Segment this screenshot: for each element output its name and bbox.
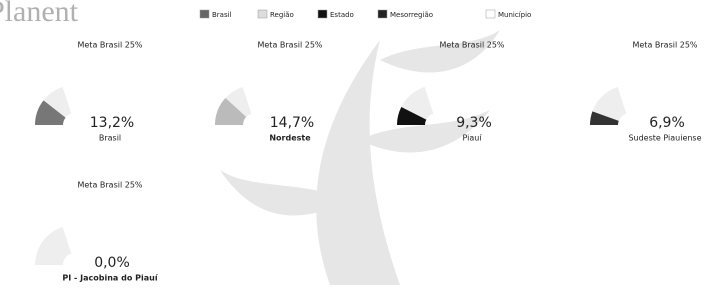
legend-swatch [200,10,209,18]
target-label: Meta Brasil 25% [77,41,142,50]
legend: Brasil Região Estado Mesorregião Município [200,10,531,19]
legend-swatch [486,10,495,18]
value-label: 6,9% [649,115,685,131]
legend-label: Mesorregião [390,11,433,19]
gauge-name: Brasil [99,134,121,143]
value-label: 9,3% [456,115,492,131]
gauge-name: PI - Jacobina do Piauí [62,274,158,283]
value-label: 14,7% [270,115,314,131]
target-label: Meta Brasil 25% [77,181,142,190]
legend-swatch [378,10,387,18]
gauge-name: Sudeste Piauiense [628,134,701,143]
target-label: Meta Brasil 25% [439,41,504,50]
legend-swatch [318,10,327,18]
legend-swatch [258,10,267,18]
gauge-track [35,227,71,265]
legend-label: Região [270,11,294,19]
gauge-name: Nordeste [269,134,311,143]
value-label: 0,0% [94,255,130,271]
watermark [220,30,500,285]
value-label: 13,2% [90,115,134,131]
legend-label: Município [498,11,531,19]
target-label: Meta Brasil 25% [257,41,322,50]
gauge-name: Piauí [462,134,482,143]
legend-label: Brasil [212,11,232,19]
logo: Planent [0,0,79,28]
dashboard: Planent Brasil Região Estado Mesorregião Mun… [0,0,725,285]
legend-label: Estado [330,11,354,19]
target-label: Meta Brasil 25% [632,41,697,50]
page: Planent Brasil Região Estado Mesorregião Mun… [0,0,725,285]
